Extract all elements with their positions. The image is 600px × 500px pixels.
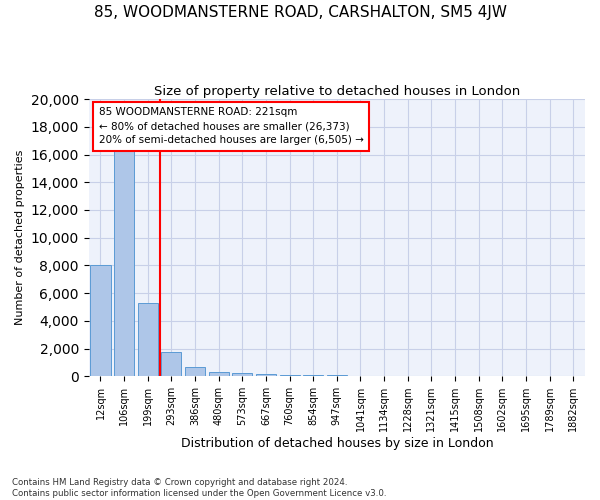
Bar (185, 367, 205, 376)
Y-axis label: Number of detached properties: Number of detached properties (15, 150, 25, 326)
Text: Contains HM Land Registry data © Crown copyright and database right 2024.
Contai: Contains HM Land Registry data © Crown c… (12, 478, 386, 498)
Bar (137, 303, 158, 376)
X-axis label: Distribution of detached houses by size in London: Distribution of detached houses by size … (181, 437, 493, 450)
Bar (303, 375, 323, 376)
Bar (161, 352, 181, 376)
Bar (280, 375, 299, 376)
Bar (114, 144, 134, 376)
Bar (209, 372, 229, 376)
Text: 85, WOODMANSTERNE ROAD, CARSHALTON, SM5 4JW: 85, WOODMANSTERNE ROAD, CARSHALTON, SM5 … (94, 5, 506, 20)
Bar (91, 264, 110, 376)
Bar (232, 374, 253, 376)
Title: Size of property relative to detached houses in London: Size of property relative to detached ho… (154, 85, 520, 98)
Text: 85 WOODMANSTERNE ROAD: 221sqm
← 80% of detached houses are smaller (26,373)
20% : 85 WOODMANSTERNE ROAD: 221sqm ← 80% of d… (98, 108, 364, 146)
Bar (256, 374, 276, 376)
